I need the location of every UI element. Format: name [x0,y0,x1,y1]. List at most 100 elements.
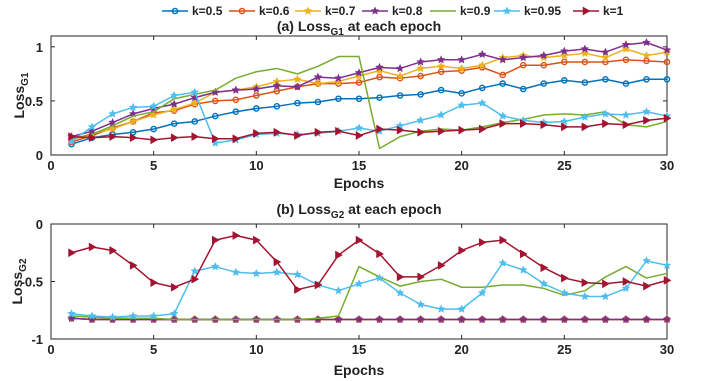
series-line [71,78,667,145]
data-point [149,110,159,119]
data-point [642,256,651,265]
data-point [520,119,528,129]
data-point [129,260,138,270]
data-point [128,102,138,112]
legend-label: k=0.6 [259,4,290,18]
data-point [169,104,179,114]
data-point [457,63,467,73]
data-point [436,304,446,313]
y-tick-label: 0 [36,148,43,163]
data-point [354,123,364,132]
legend-marker-circle [171,7,179,15]
data-point [498,55,508,64]
data-point [313,78,323,88]
data-point [170,133,179,143]
data-point [478,84,486,92]
data-point [436,314,446,324]
data-point [355,79,363,86]
data-point [437,126,446,136]
chart-legend: k=0.5 k=0.6 k=0.7 k=0.8 k=0.9 k=0.95 k=1 [162,4,624,18]
series-k-0-7 [67,44,672,144]
x-tick-label: 5 [150,158,157,173]
data-point [540,61,548,69]
data-point [642,107,651,116]
data-point [662,314,672,324]
data-point [622,120,631,130]
data-point [600,314,610,324]
data-point [643,75,650,83]
data-point [108,312,118,321]
data-point [129,133,138,143]
data-point [355,131,364,140]
data-point [251,268,261,278]
data-point [190,98,200,107]
data-point [334,76,343,86]
data-point [559,288,569,297]
data-point [580,291,590,301]
data-point [519,61,527,69]
series-k-0-95 [67,256,672,321]
data-point [416,299,426,309]
data-point [416,63,426,73]
data-point [436,61,446,71]
data-point [294,285,302,294]
data-point [169,309,179,318]
data-point [643,57,650,65]
data-point [314,98,322,106]
data-point [622,56,630,64]
data-point [87,126,97,135]
data-point [477,288,487,297]
data-point [190,87,200,97]
data-point [621,110,631,119]
data-point [253,92,260,99]
data-point [170,120,178,127]
data-point [376,73,383,81]
data-point [292,269,302,279]
data-point [375,65,384,75]
data-point [602,75,609,83]
data-point [561,273,569,283]
data-point [149,311,159,320]
series-k-0-95 [67,87,672,147]
data-point [212,134,220,144]
data-point [478,124,487,134]
data-point [108,109,118,118]
data-point [129,128,137,136]
data-point [190,266,200,275]
data-point [395,288,405,297]
data-point [498,314,508,324]
x-tick-label: 0 [47,158,54,173]
data-point [539,314,549,324]
legend-marker-triangle-right [582,6,591,16]
legend-item: k=0.5 [162,4,223,18]
data-point [621,44,631,53]
data-point [477,60,487,69]
data-point [376,124,385,134]
data-point [355,95,363,103]
data-point [396,125,405,135]
data-point [600,109,610,118]
legend-item: k=0.6 [229,4,290,18]
data-point [622,80,630,87]
data-point [520,249,528,259]
x-tick-label: 20 [454,158,468,173]
data-point [354,314,364,324]
data-point [273,87,281,95]
series-k-0-9 [71,55,668,150]
data-point [561,58,568,66]
data-point [663,75,671,83]
y-axis-label: LossG2 [9,258,29,304]
data-point [253,235,261,245]
data-point [662,45,672,54]
data-point [335,250,343,260]
data-point [231,85,241,94]
data-point [518,265,528,274]
data-point [375,62,384,72]
data-point [477,314,487,324]
legend-marker-star [303,6,313,15]
data-point [437,68,445,75]
data-point [355,235,364,245]
data-point [662,260,672,270]
data-point [539,50,549,60]
data-point [87,311,97,320]
